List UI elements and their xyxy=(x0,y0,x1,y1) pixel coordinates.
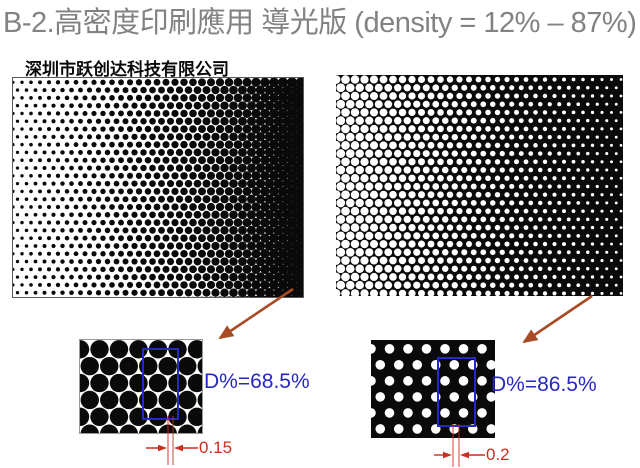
company-name: 深圳市跃创达科技有限公司 xyxy=(25,60,229,79)
dimension-lines-left xyxy=(146,416,198,465)
left-dot-pattern-image xyxy=(12,77,304,298)
dimension-value-left: 0.15 xyxy=(199,438,233,457)
density-label-left: D%=68.5% xyxy=(204,370,310,393)
right-dot-pattern-image xyxy=(336,75,623,296)
page-title: B-2.高密度印刷應用 導光版 (density = 12% – 87%) xyxy=(3,7,637,39)
unit-cell-rect-right xyxy=(437,357,476,427)
callout-arrow-right xyxy=(522,294,593,344)
left-inset-zoom-image xyxy=(79,339,203,434)
dimension-lines-right xyxy=(434,424,485,467)
unit-cell-rect-left xyxy=(142,348,179,420)
dimension-value-right: 0.2 xyxy=(486,445,510,464)
density-label-right: D%=86.5% xyxy=(491,373,597,396)
